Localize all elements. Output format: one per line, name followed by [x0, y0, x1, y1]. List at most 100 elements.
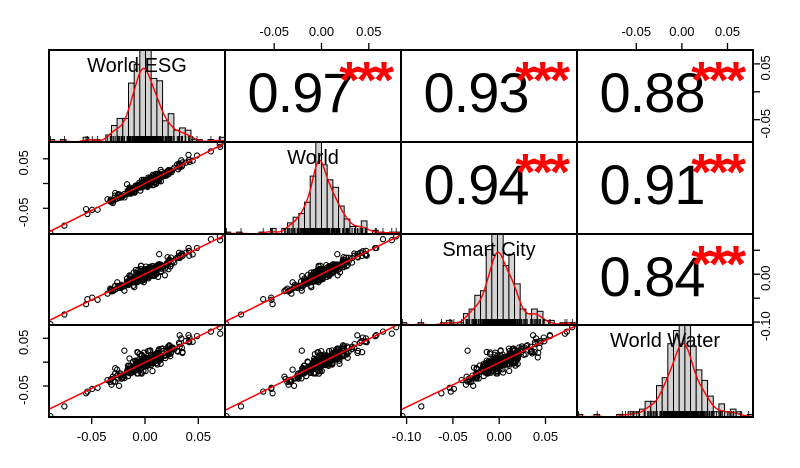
fit-line [49, 234, 225, 322]
axis-tick-label: -0.05 [758, 109, 773, 139]
axis-tick-label: 0.00 [669, 24, 694, 39]
scatter-point [372, 332, 379, 340]
scatter-point [326, 361, 333, 368]
scatter-point [534, 354, 541, 361]
histogram-bar [355, 226, 362, 234]
scatter-point [260, 296, 267, 303]
scatter-point [308, 284, 315, 291]
axis-tick-label: 0.05 [356, 24, 381, 39]
fit-line [49, 142, 225, 233]
scatter-point [418, 403, 425, 410]
scatter-point [185, 331, 192, 339]
scatter-point [149, 367, 156, 375]
scatter-panel-r3c2 [401, 325, 577, 417]
panel-border [576, 324, 754, 418]
scatter-point [185, 244, 192, 252]
axes: -0.05 0.00 0.05 -0.05 0.00 0.05 -0.05 0.00 0.05 -… [16, 24, 773, 444]
histogram-bar [485, 249, 493, 325]
scatter-point [318, 367, 325, 375]
scatter-point [121, 347, 128, 354]
histogram-bar [156, 80, 164, 142]
scatter-panel-r2c0 [49, 234, 225, 325]
scatter-point [289, 366, 296, 373]
scatter-point [142, 180, 149, 187]
scatter-point [328, 265, 336, 272]
scatter-point [354, 347, 362, 355]
axis-tick-label: -0.05 [259, 24, 289, 39]
axis-tick-label: -0.10 [392, 429, 422, 444]
histogram-bar [508, 253, 516, 325]
axis-tick-label: 0.05 [16, 330, 31, 355]
scatter-point [529, 332, 537, 339]
scatter-panel-r1c0 [49, 142, 225, 234]
axis-tick-label: 0.05 [186, 429, 211, 444]
scatter-panel-r3c0 [49, 325, 224, 417]
axis-tick-label: 0.00 [758, 266, 773, 291]
scatter-point [447, 388, 454, 395]
scatter-point [140, 360, 147, 367]
fit-line [225, 325, 399, 411]
scatter-point [354, 332, 361, 339]
scatter-point [217, 330, 224, 337]
scatter-point [493, 368, 501, 375]
axis-tick-label: -0.05 [16, 197, 31, 227]
scatter-point [318, 270, 326, 277]
panel-borders [48, 49, 754, 418]
histogram-panel-0 [49, 50, 225, 142]
scatter-point [473, 365, 480, 372]
histogram-bar [673, 330, 680, 417]
scatter-point [61, 403, 68, 410]
scatter-point [269, 300, 276, 308]
scatter-point [508, 360, 515, 367]
scatter-point [321, 352, 328, 360]
scatter-point [108, 375, 115, 383]
scatter-point [156, 251, 163, 258]
scatter-point [470, 364, 478, 371]
scatter-point [373, 331, 380, 339]
scatter-point [126, 188, 133, 195]
fit-line [401, 325, 577, 411]
fit-line [225, 234, 401, 323]
scatter-point [154, 273, 162, 281]
scatter-point [149, 360, 156, 367]
histogram-bar [690, 345, 697, 417]
axis-tick-label: -0.05 [438, 429, 468, 444]
scatter-point [344, 354, 351, 361]
scatter-point [506, 367, 513, 375]
scatter-point [189, 251, 196, 258]
scatter-point [131, 284, 138, 291]
scatter-point [334, 346, 341, 353]
scatter-point [112, 365, 119, 372]
axis-tick-label: 0.05 [715, 24, 740, 39]
scatter-point [176, 332, 183, 339]
scatter-point [490, 355, 498, 362]
scatter-point [112, 189, 119, 197]
scatter-point [541, 338, 548, 345]
axis-tick-label: -0.10 [758, 311, 773, 341]
axis-tick-label: 0.05 [533, 429, 558, 444]
scatter-point [540, 334, 547, 341]
scatter-point [304, 359, 312, 366]
histogram-panel-2 [401, 234, 577, 325]
axis-tick-label: 0.05 [758, 55, 773, 80]
scatter-point [334, 251, 341, 258]
scatter-point [483, 360, 491, 367]
histogram-bar [145, 50, 152, 142]
scatter-point [311, 350, 319, 358]
scatter-point [134, 370, 142, 377]
scatter-point [142, 367, 149, 375]
scatter-point [569, 325, 576, 331]
scatter-point [237, 403, 245, 410]
scatter-point [155, 346, 163, 353]
scatter-point [115, 382, 123, 389]
scatter-point [472, 374, 479, 382]
axis-tick-label: 0.05 [16, 150, 31, 175]
scatter-point [126, 272, 133, 279]
axis-tick-label: -0.05 [621, 24, 651, 39]
histogram-bar [491, 234, 498, 325]
histogram-bar [502, 265, 510, 325]
scatter-point [121, 374, 128, 382]
scatter-point [464, 347, 471, 354]
